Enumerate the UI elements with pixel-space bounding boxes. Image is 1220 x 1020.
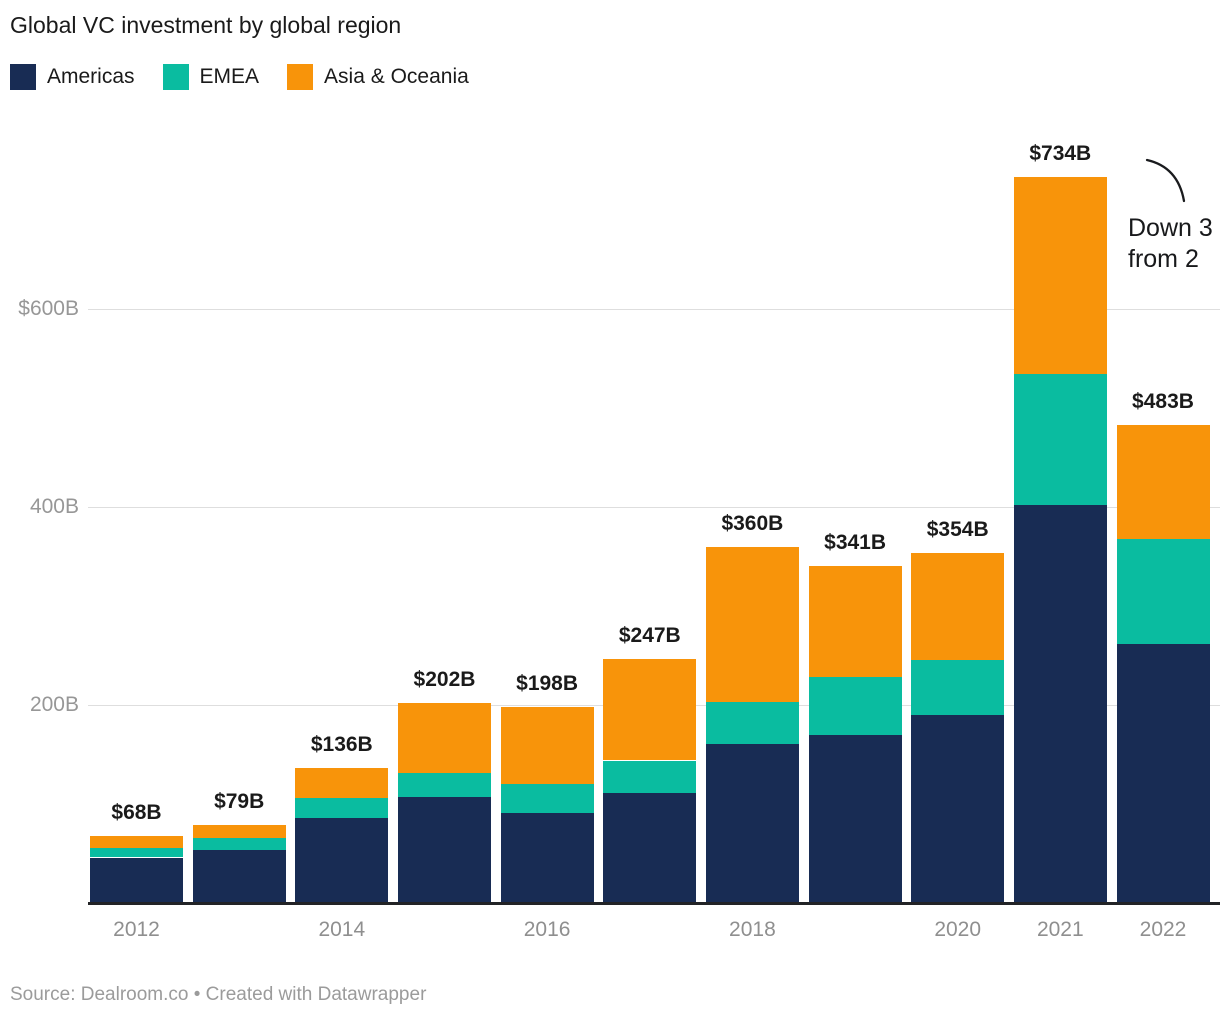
bar-segment-emea[interactable] (295, 798, 389, 818)
gridline (88, 506, 1220, 508)
bar-segment-emea[interactable] (1013, 373, 1107, 506)
x-axis-label: 2022 (1139, 918, 1187, 941)
annotation-line2: from 2 (1128, 245, 1199, 273)
bar-total-label: $198B (516, 672, 579, 696)
y-axis-tick-label: $600B (18, 297, 79, 321)
x-axis-label: 2012 (113, 918, 160, 941)
bar-segment-americas[interactable] (705, 743, 799, 903)
bar-segment-asia-oceania[interactable] (192, 824, 286, 838)
bar-segment-emea[interactable] (705, 702, 799, 744)
bar-segment-americas[interactable] (295, 817, 389, 903)
bar-total-label: $79B (214, 789, 265, 813)
bar-segment-americas[interactable] (911, 715, 1005, 903)
bar-segment-asia-oceania[interactable] (1013, 176, 1107, 374)
x-axis-line (88, 902, 1220, 905)
bar-segment-asia-oceania[interactable] (911, 552, 1005, 660)
bar-segment-emea[interactable] (398, 773, 491, 798)
bar-total-label: $202B (413, 668, 476, 692)
legend-item: Americas (10, 64, 135, 90)
bar-segment-emea[interactable] (911, 659, 1005, 715)
bar-segment-americas[interactable] (398, 797, 491, 903)
y-axis-tick-label: 200B (29, 693, 79, 717)
bar-total-label: $247B (618, 623, 681, 647)
bar-segment-americas[interactable] (1013, 505, 1107, 903)
gridline (88, 308, 1220, 310)
x-axis-label: 2021 (1036, 918, 1084, 941)
legend-item: Asia & Oceania (287, 64, 469, 90)
bar-segment-asia-oceania[interactable] (90, 835, 183, 848)
bar-total-label: $136B (310, 733, 373, 757)
x-axis-label: 2014 (318, 918, 366, 941)
legend: Americas EMEA Asia & Oceania (10, 64, 497, 90)
bar-total-label: $68B (111, 800, 162, 824)
x-axis-label: 2016 (523, 918, 571, 941)
bar-total-label: $734B (1029, 141, 1092, 165)
bar-segment-americas[interactable] (192, 849, 286, 903)
chart-title: Global VC investment by global region (10, 12, 402, 38)
bar-total-label: $341B (824, 530, 887, 554)
bar-segment-asia-oceania[interactable] (295, 768, 389, 799)
legend-swatch-icon (162, 64, 189, 90)
x-axis-label: 2018 (729, 918, 776, 941)
bar-segment-asia-oceania[interactable] (808, 565, 902, 678)
annotation-line1: Down 3 (1128, 214, 1213, 242)
bar-segment-americas[interactable] (500, 813, 594, 903)
source-footer: Source: Dealroom.co • Created with Dataw… (10, 984, 427, 1005)
bar-segment-emea[interactable] (808, 677, 902, 735)
bar-total-label: $483B (1132, 390, 1194, 414)
bar-segment-asia-oceania[interactable] (398, 703, 491, 774)
bar-segment-asia-oceania[interactable] (603, 658, 697, 761)
legend-swatch-icon (10, 64, 36, 90)
legend-label: Asia & Oceania (324, 65, 469, 88)
bar-segment-emea[interactable] (603, 760, 697, 794)
bar-total-label: $360B (721, 511, 784, 535)
legend-item: EMEA (162, 64, 260, 90)
bar-segment-americas[interactable] (90, 857, 183, 903)
bar-segment-asia-oceania[interactable] (705, 546, 799, 703)
bar-segment-americas[interactable] (808, 734, 902, 903)
bar-segment-emea[interactable] (192, 837, 286, 850)
x-axis-label: 2020 (934, 918, 982, 941)
y-axis-tick-label: 400B (29, 495, 79, 519)
bar-segment-asia-oceania[interactable] (1116, 425, 1210, 539)
bar-segment-emea[interactable] (90, 847, 183, 858)
legend-label: EMEA (199, 65, 260, 88)
bar-segment-emea[interactable] (500, 784, 594, 813)
bar-segment-americas[interactable] (603, 793, 697, 903)
annotation-text: Down 3 from 2 (1128, 213, 1213, 275)
bar-segment-emea[interactable] (1116, 538, 1210, 644)
bar-segment-asia-oceania[interactable] (500, 707, 594, 785)
bar-segment-americas[interactable] (1116, 643, 1210, 903)
legend-label: Americas (47, 65, 135, 88)
bar-total-label: $354B (926, 517, 989, 541)
legend-swatch-icon (287, 64, 314, 90)
